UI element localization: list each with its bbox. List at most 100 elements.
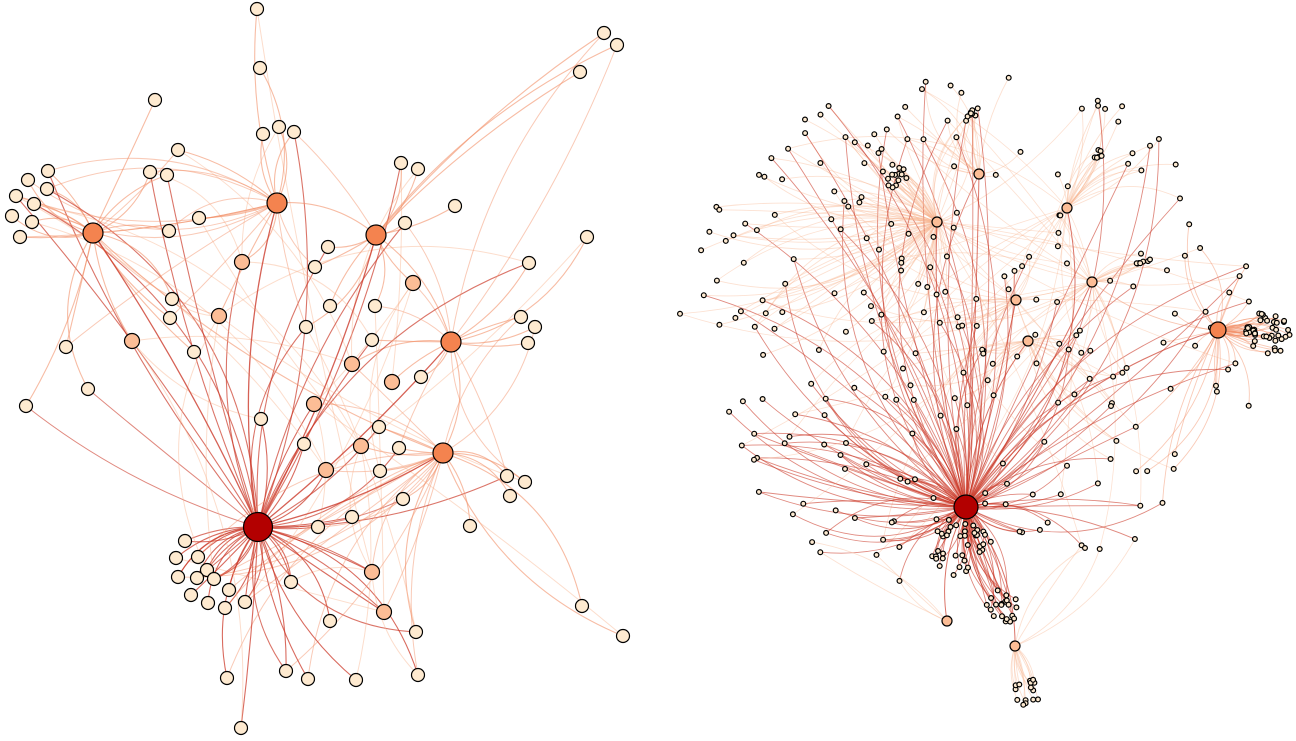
edge — [831, 217, 938, 223]
edge — [391, 162, 403, 383]
node — [982, 500, 989, 507]
node — [1003, 480, 1010, 487]
node — [1017, 148, 1024, 155]
node — [851, 384, 858, 391]
edge — [1066, 108, 1106, 209]
node — [982, 490, 989, 497]
edge — [963, 340, 1029, 373]
edge — [834, 190, 938, 223]
node — [1087, 347, 1094, 354]
node — [954, 314, 961, 321]
edge — [876, 554, 948, 622]
edge — [257, 526, 419, 676]
edge — [936, 110, 973, 223]
node — [924, 284, 931, 291]
node — [1027, 684, 1034, 691]
edge — [257, 452, 444, 528]
node — [762, 310, 769, 317]
edge — [933, 136, 957, 223]
edge — [965, 281, 1093, 508]
node — [1273, 319, 1280, 326]
edge — [177, 149, 353, 365]
node — [980, 541, 987, 548]
edge — [933, 112, 972, 223]
node — [307, 259, 323, 275]
node — [462, 518, 478, 534]
edge — [1091, 281, 1128, 369]
edge — [92, 232, 133, 342]
edge — [965, 138, 1160, 508]
edge — [965, 458, 1111, 508]
node — [893, 396, 900, 403]
edge — [92, 232, 259, 528]
edge — [913, 399, 967, 508]
node — [1272, 313, 1279, 320]
node — [895, 177, 902, 184]
node — [883, 126, 890, 133]
edge — [450, 236, 588, 343]
edge — [15, 195, 327, 471]
node — [253, 411, 269, 427]
node — [1181, 252, 1188, 259]
edge — [774, 205, 938, 223]
node — [809, 539, 816, 546]
node — [1251, 338, 1258, 345]
node — [1281, 317, 1288, 324]
node — [837, 452, 844, 459]
node — [789, 511, 796, 518]
node — [964, 541, 971, 548]
node — [367, 298, 383, 314]
edge — [254, 8, 278, 204]
node — [1063, 260, 1070, 267]
node — [168, 550, 184, 566]
node — [39, 181, 55, 197]
edge — [845, 221, 938, 333]
node — [920, 309, 927, 316]
edge — [828, 105, 938, 223]
node — [1131, 535, 1138, 542]
node — [759, 396, 766, 403]
node — [447, 198, 463, 214]
node — [851, 139, 858, 146]
node — [880, 536, 887, 543]
edge — [1066, 138, 1160, 209]
edge — [1066, 105, 1099, 209]
node — [520, 335, 536, 351]
edge — [307, 452, 444, 680]
edge — [169, 202, 278, 319]
node — [973, 322, 980, 329]
node — [1093, 154, 1100, 161]
node — [1125, 160, 1132, 167]
edge — [218, 245, 530, 317]
edge — [257, 498, 404, 529]
node — [933, 291, 940, 298]
edge — [915, 207, 1068, 354]
edge — [936, 221, 1068, 467]
node — [1257, 317, 1264, 324]
node — [943, 532, 950, 539]
node — [20, 172, 36, 188]
edge — [442, 341, 461, 454]
node — [845, 203, 852, 210]
node — [755, 488, 762, 495]
edge — [741, 445, 967, 510]
hub-node — [440, 331, 462, 353]
edge — [257, 526, 357, 681]
edge — [92, 232, 444, 454]
edge — [257, 526, 287, 672]
edge — [178, 315, 220, 571]
edge — [917, 221, 938, 285]
node — [842, 440, 849, 447]
edge — [1059, 215, 1093, 283]
edge — [925, 81, 980, 175]
edge — [15, 195, 259, 528]
edge — [787, 136, 1068, 209]
edge — [840, 217, 938, 230]
edge — [1027, 338, 1091, 352]
edge — [810, 383, 967, 508]
node — [953, 522, 960, 529]
node — [395, 491, 411, 507]
edge — [939, 299, 1017, 324]
node — [739, 398, 746, 405]
node — [237, 594, 253, 610]
